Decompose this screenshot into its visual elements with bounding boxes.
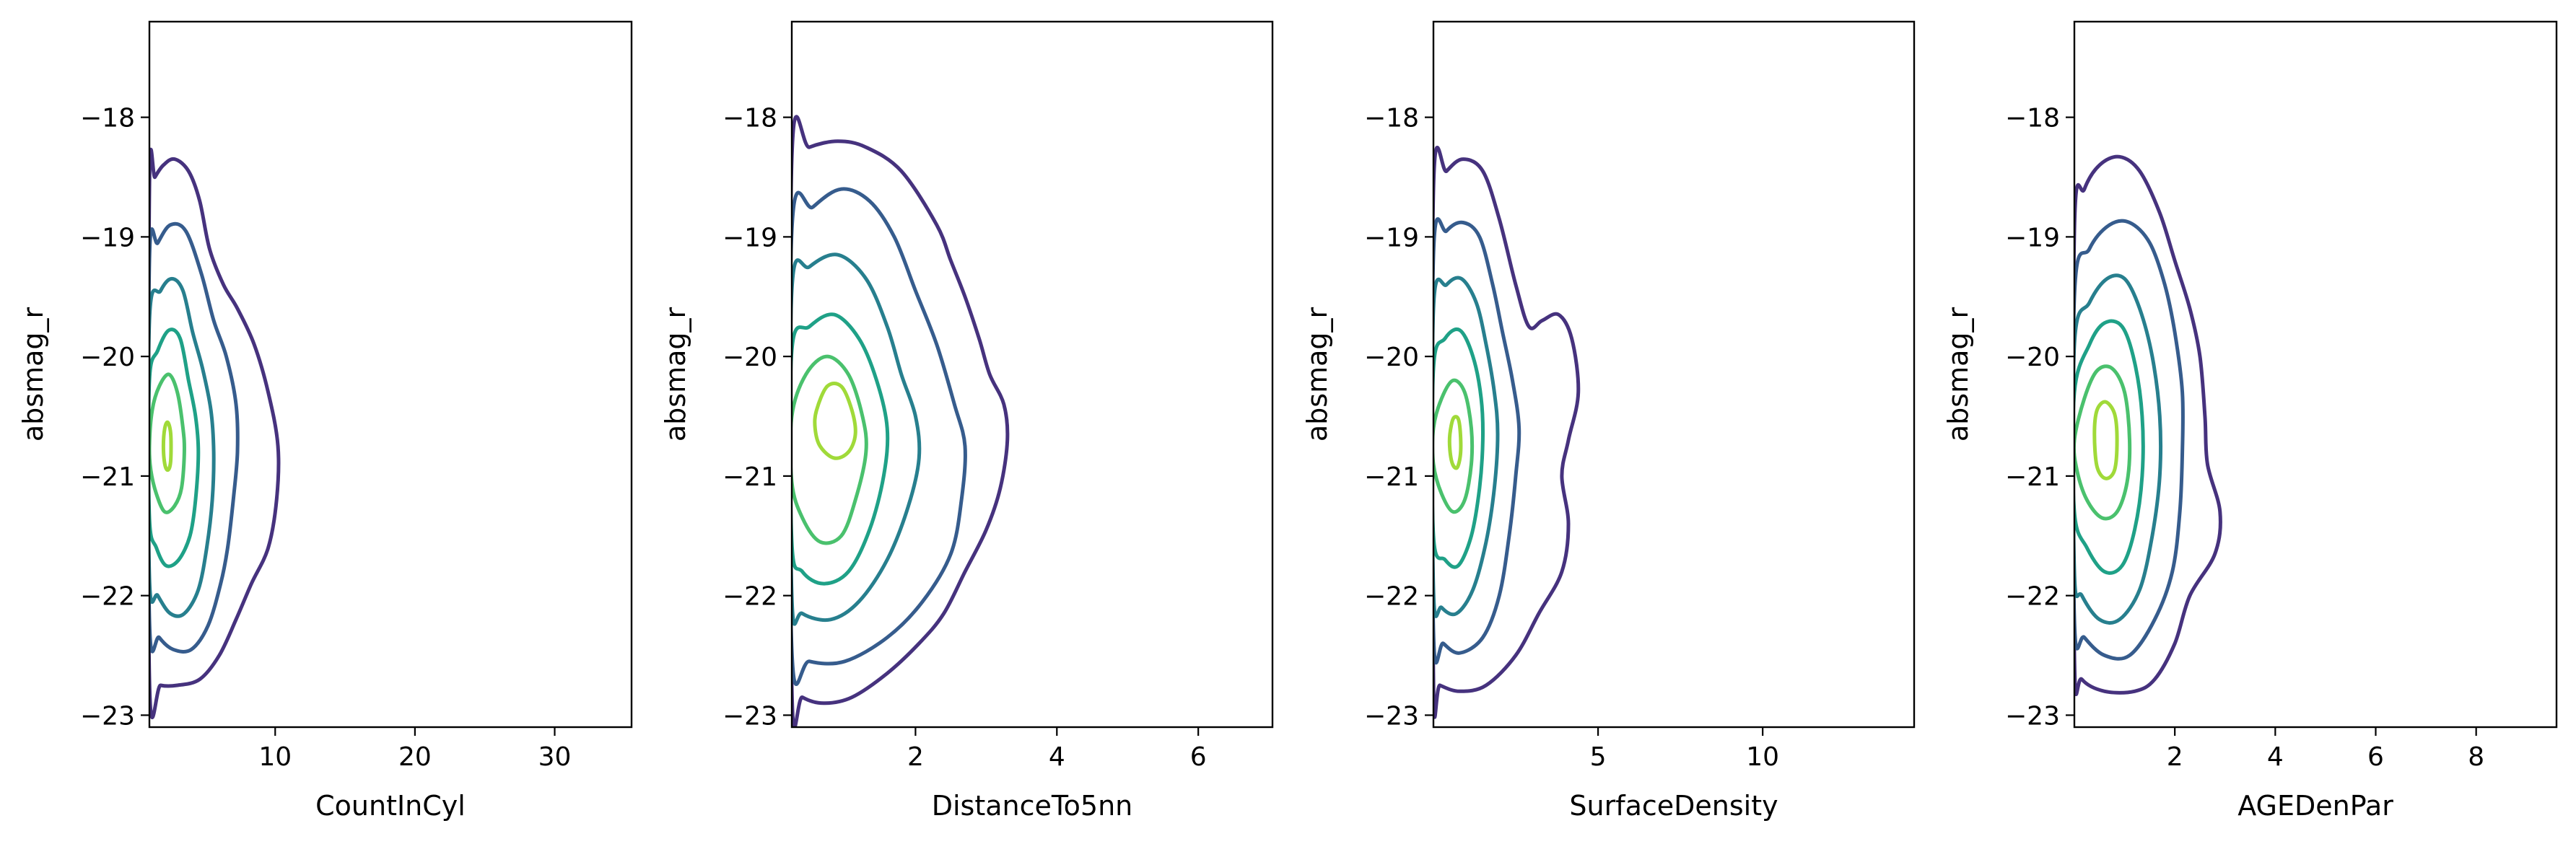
y-tick-label: −23 xyxy=(2005,701,2060,731)
contour-level-5 xyxy=(792,354,868,545)
y-tick-label: −23 xyxy=(1364,701,1419,731)
contour-level-6 xyxy=(2092,400,2119,480)
x-tick-label: 10 xyxy=(258,742,292,772)
y-tick-label: −18 xyxy=(80,104,135,133)
contour-group xyxy=(2074,154,2222,696)
contour-group xyxy=(792,115,1010,727)
panel-3: 5 10 −18 −19 −20 −21 −22 −23 SurfaceDensity absma… xyxy=(1301,20,1916,822)
contour-level-4 xyxy=(149,328,201,568)
contour-level-1 xyxy=(2074,154,2222,696)
y-tick-label: −18 xyxy=(2005,104,2060,133)
y-tick-label: −19 xyxy=(2005,223,2060,252)
axes-frame xyxy=(148,20,633,729)
x-tick-label: 30 xyxy=(538,742,572,772)
x-tick-label: 5 xyxy=(1590,742,1607,772)
x-tick-label: 6 xyxy=(1190,742,1207,772)
x-tick-label: 2 xyxy=(2167,742,2183,772)
contour-level-2 xyxy=(1433,217,1521,665)
contour-level-1 xyxy=(792,115,1010,727)
contour-level-3 xyxy=(149,276,216,618)
y-tick-label: −21 xyxy=(80,462,135,492)
contour-level-2 xyxy=(149,221,240,654)
y-tick-label: −23 xyxy=(722,701,777,731)
y-tick-label: −21 xyxy=(722,462,777,492)
y-tick-label: −20 xyxy=(2005,343,2060,372)
y-tick-label: −20 xyxy=(722,343,777,372)
y-tick-label: −22 xyxy=(2005,582,2060,612)
contour-level-2 xyxy=(792,187,967,686)
x-tick-label: 2 xyxy=(907,742,924,772)
x-tick-label: 20 xyxy=(398,742,432,772)
x-axis-label: CountInCyl xyxy=(315,790,466,822)
x-tick-label: 10 xyxy=(1746,742,1779,772)
y-tick-label: −20 xyxy=(1364,343,1419,372)
y-tick-label: −23 xyxy=(80,701,135,731)
y-tick-label: −21 xyxy=(2005,462,2060,492)
y-axis-label: absmag_r xyxy=(660,307,691,442)
contour-level-4 xyxy=(792,312,890,586)
contour-level-1 xyxy=(149,147,281,719)
y-tick-label: −18 xyxy=(1364,104,1419,133)
axes-frame xyxy=(790,20,1274,729)
y-axis-label: absmag_r xyxy=(1942,307,1974,442)
panel-4: 2 4 6 8 −18 −19 −20 −21 −22 −23 AGEDenPar absmag_r xyxy=(1942,20,2558,822)
contour-level-6 xyxy=(813,381,857,460)
y-tick-label: −19 xyxy=(80,223,135,252)
contour-level-6 xyxy=(161,420,173,472)
contour-group xyxy=(1433,145,1581,719)
contour-level-4 xyxy=(1433,327,1485,569)
y-tick-label: −21 xyxy=(1364,462,1419,492)
x-tick-label: 6 xyxy=(2367,742,2384,772)
y-tick-label: −22 xyxy=(1364,582,1419,612)
panel-1: 10 20 30 −18 −19 −20 −21 −22 −23 CountInCyl absmag… xyxy=(17,20,633,822)
contour-level-5 xyxy=(2074,364,2132,521)
y-tick-label: −19 xyxy=(1364,223,1419,252)
contour-level-3 xyxy=(1433,276,1500,618)
contour-level-5 xyxy=(149,372,186,514)
y-axis-label: absmag_r xyxy=(1301,307,1333,442)
x-tick-label: 8 xyxy=(2468,742,2484,772)
x-axis-label: DistanceTo5nn xyxy=(932,790,1133,822)
x-axis-label: SurfaceDensity xyxy=(1569,790,1778,822)
contour-level-3 xyxy=(792,252,922,626)
y-axis-label: absmag_r xyxy=(17,307,49,442)
contour-level-2 xyxy=(2074,219,2186,661)
contour-group xyxy=(149,147,281,719)
y-tick-label: −22 xyxy=(80,582,135,612)
axes-frame xyxy=(2073,20,2558,729)
panel-2: 2 4 6 −18 −19 −20 −21 −22 −23 DistanceTo5nn absmag… xyxy=(660,20,1274,822)
contour-level-3 xyxy=(2074,273,2163,625)
x-axis-label: AGEDenPar xyxy=(2237,790,2393,822)
contour-level-4 xyxy=(2074,319,2145,575)
y-tick-label: −22 xyxy=(722,582,777,612)
y-tick-label: −20 xyxy=(80,343,135,372)
contour-level-6 xyxy=(1447,415,1463,470)
x-tick-label: 4 xyxy=(1049,742,1065,772)
y-tick-label: −18 xyxy=(722,104,777,133)
axes-frame xyxy=(1432,20,1916,729)
contour-level-5 xyxy=(1433,378,1475,514)
contour-level-1 xyxy=(1433,145,1581,719)
x-tick-label: 4 xyxy=(2267,742,2284,772)
y-tick-label: −19 xyxy=(722,223,777,252)
